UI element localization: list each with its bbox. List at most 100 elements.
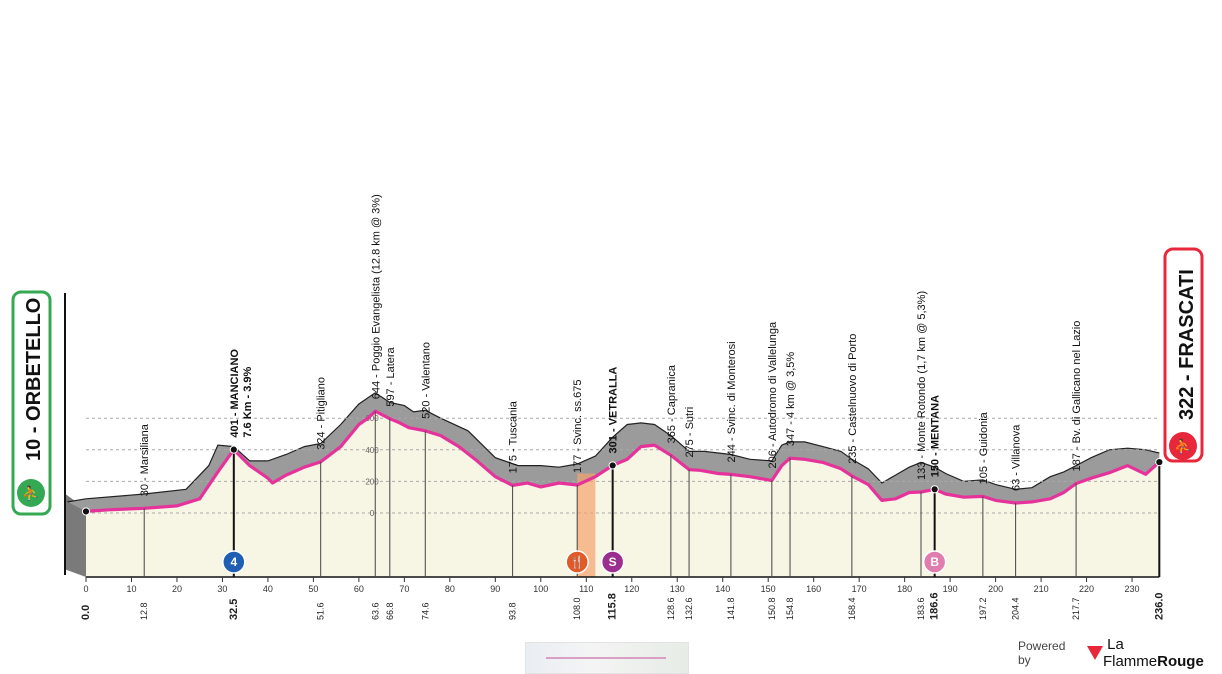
waypoint-label: 244 - Svinc. di Monterosi — [726, 341, 738, 462]
start-badge: 10 - ORBETELLO ⛹ — [11, 290, 52, 516]
waypoint-km: 93.8 — [508, 602, 518, 620]
km-tick-label: 140 — [715, 584, 730, 594]
waypoint-km: 12.8 — [139, 602, 149, 620]
waypoint-km: 128.6 — [666, 597, 676, 620]
km-tick-label: 20 — [172, 584, 182, 594]
km-tick-label: 10 — [126, 584, 136, 594]
waypoint-label: 324 - Pitigliano — [316, 377, 328, 450]
waypoint-label: 644 - Poggio Evangelista (12.8 km @ 3%) — [370, 194, 382, 399]
km-tick-label: 80 — [445, 584, 455, 594]
waypoint-label: 206 - Autodromo di Vallelunga — [767, 321, 779, 468]
waypoint-km: 141.8 — [726, 597, 736, 620]
km-tick-label: 190 — [943, 584, 958, 594]
svg-text:🍴: 🍴 — [570, 555, 585, 569]
profile-line — [85, 409, 1161, 513]
categorised-climb-badge: 4 — [222, 550, 246, 574]
km-tick-label: 100 — [533, 584, 548, 594]
waypoint-km: 115.8 — [607, 593, 619, 620]
waypoint-label: 301 - VETRALLA — [608, 367, 620, 454]
svg-text:4: 4 — [230, 555, 237, 569]
waypoint-km: 66.8 — [385, 602, 395, 620]
km-tick-label: 90 — [490, 584, 500, 594]
brand-name-a: La Flamme — [1102, 636, 1158, 670]
km-tick-label: 200 — [988, 584, 1003, 594]
bonus-sprint-badge: B — [922, 550, 947, 574]
waypoint-label: 365 - Capranica — [666, 364, 678, 443]
km-tick-label: 130 — [670, 584, 685, 594]
km-tick-label: 220 — [1079, 584, 1094, 594]
km-tick-label: 110 — [579, 584, 593, 594]
km-tick-label: 60 — [354, 584, 364, 594]
feed-zone-badge: 🍴 — [565, 550, 589, 574]
start-label: 10 - ORBETELLO — [23, 298, 45, 461]
waypoint-km: 108.0 — [572, 597, 582, 620]
profile-area — [86, 411, 1160, 577]
start-wall — [64, 493, 86, 577]
waypoint-climb-info: 7.6 Km - 3.9% — [242, 367, 254, 438]
km-tick-label: 210 — [1034, 584, 1049, 594]
cyclist-icon — [17, 479, 45, 507]
km-tick-label: 70 — [399, 584, 409, 594]
altitude-tick: 400 — [365, 446, 379, 455]
svg-text:⛹: ⛹ — [22, 484, 39, 502]
waypoint-label: 187 - Bv. di Gallicano nel Lazio — [1071, 321, 1083, 472]
waypoint-km: 197.2 — [978, 597, 988, 620]
waypoint-label: 520 - Valentano — [420, 342, 432, 419]
km-tick-label: 50 — [308, 584, 318, 594]
route-map-thumbnail — [525, 642, 689, 674]
finish-label: 322 - FRASCATI — [1176, 269, 1198, 420]
cyclist-icon — [1169, 432, 1197, 460]
waypoint-km: 63.6 — [370, 602, 380, 620]
powered-by: Powered by — [1018, 639, 1066, 667]
svg-text:⛹: ⛹ — [1174, 437, 1191, 455]
waypoint-km: 186.6 — [929, 592, 941, 620]
waypoint-dot — [81, 507, 91, 516]
brand-name-b: Rouge — [1157, 653, 1204, 670]
waypoint-km: 51.6 — [316, 602, 326, 620]
waypoint-dot — [608, 461, 617, 470]
waypoint-label: 105 - Guidonia — [978, 411, 990, 484]
waypoint-km: 0.0 — [80, 605, 92, 620]
km-tick-label: 120 — [624, 584, 639, 594]
waypoint-label: 235 - Castelnuovo di Porto — [847, 334, 859, 464]
waypoint-dot — [1155, 458, 1164, 467]
waypoint-km: 217.7 — [1071, 597, 1081, 620]
waypoint-km: 236.0 — [1153, 592, 1165, 620]
svg-text:B: B — [930, 555, 939, 569]
waypoint-km: 154.8 — [785, 597, 795, 620]
km-tick-label: 30 — [217, 584, 227, 594]
km-tick-label: 40 — [263, 584, 273, 594]
waypoint-dot — [229, 445, 238, 454]
waypoint-label: 597 - Latera — [385, 346, 397, 406]
km-tick-label: 170 — [852, 584, 867, 594]
waypoint-km: 183.6 — [916, 597, 926, 620]
waypoint-km: 168.4 — [847, 597, 857, 620]
footer: Powered by La FlammeRouge — [1018, 636, 1222, 670]
waypoint-label: 63 - Villanova — [1011, 424, 1023, 491]
sprint-badge: S — [600, 550, 625, 574]
flamme-rouge-logo — [1086, 646, 1103, 660]
waypoint-label: 150 - MENTANA — [930, 395, 942, 477]
waypoint-label: 177 - Svinc. ss.675 — [572, 379, 584, 473]
waypoint-km: 150.8 — [767, 597, 777, 620]
altitude-tick: 200 — [365, 477, 379, 486]
waypoint-label: 347 - 4 km @ 3,5% — [785, 352, 797, 447]
waypoint-label: 175 - Tuscania — [508, 400, 520, 473]
km-tick-label: 160 — [806, 584, 821, 594]
waypoint-label: 401 - MANCIANO — [229, 349, 241, 438]
altitude-tick: 600 — [365, 414, 379, 423]
waypoint-dot — [930, 485, 939, 494]
waypoint-label: 133 - Monte Rotondo (1,7 km @ 5,3%) — [916, 291, 928, 480]
waypoint-label: 275 - Sutri — [684, 407, 696, 458]
feed-zone — [577, 473, 596, 577]
km-tick-label: 180 — [897, 584, 912, 594]
waypoint-km: 132.6 — [684, 597, 694, 620]
waypoint-km: 74.6 — [420, 602, 430, 620]
waypoint-label: 30 - Marsiliana — [139, 423, 151, 496]
waypoint-km: 204.4 — [1011, 597, 1021, 620]
altitude-tick: 0 — [370, 509, 375, 518]
km-tick-label: 150 — [761, 584, 776, 594]
km-tick-label: 0 — [83, 584, 88, 594]
svg-text:S: S — [609, 555, 617, 569]
waypoint-km: 32.5 — [228, 599, 240, 620]
